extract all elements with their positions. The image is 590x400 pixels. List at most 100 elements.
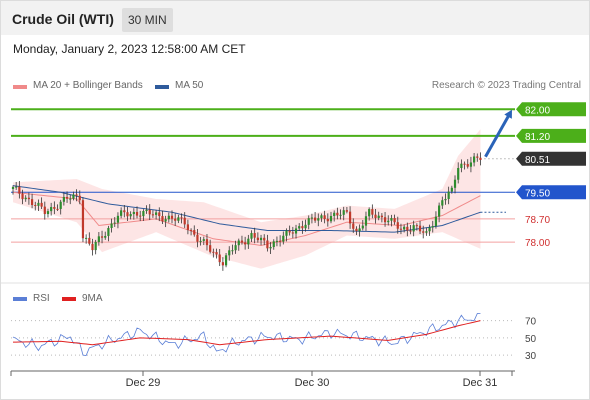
rsi-legend-label: RSI: [33, 293, 50, 304]
candle-body: [88, 237, 91, 244]
candle-body: [113, 222, 116, 224]
header-bar: Crude Oil (WTI) 30 MIN: [1, 1, 589, 35]
candle-body: [97, 236, 100, 242]
candle-body: [40, 202, 43, 207]
candle-body: [250, 233, 253, 239]
candle-body: [180, 217, 183, 219]
candle-body: [393, 218, 396, 223]
candle-body: [463, 163, 466, 165]
candle-body: [244, 242, 247, 245]
candle-body: [91, 243, 94, 251]
candle-body: [272, 241, 275, 247]
candle-body: [34, 205, 37, 207]
candle-body: [228, 250, 231, 256]
candle-body: [348, 211, 352, 224]
candle-body: [263, 237, 266, 241]
candle-body: [224, 255, 228, 266]
candle-body: [345, 210, 348, 212]
candle-body: [116, 215, 120, 223]
candle-body: [336, 212, 339, 216]
candle-body: [247, 238, 250, 245]
candle-body: [403, 226, 406, 230]
ma20-legend-label: MA 20 + Bollinger Bands: [33, 80, 143, 91]
candle-body: [342, 210, 345, 215]
candle-body: [434, 216, 438, 227]
candle-body: [447, 191, 450, 199]
candle-body: [78, 195, 81, 201]
ma50-line: [12, 185, 481, 233]
candle-body: [438, 205, 441, 217]
candle-body: [231, 250, 234, 252]
candle-body: [120, 210, 123, 216]
price-tag-80.51: [516, 151, 586, 166]
ma9-legend-label: 9MA: [82, 293, 103, 304]
candle-body: [27, 197, 30, 200]
candle-body: [383, 217, 387, 223]
candle-body: [361, 225, 364, 229]
timeframe-badge[interactable]: 30 MIN: [122, 8, 173, 32]
candle-body: [193, 230, 196, 235]
candle-body: [479, 157, 482, 160]
candle-body: [364, 216, 368, 226]
price-tag-81.20: [516, 128, 586, 143]
candle-body: [380, 215, 383, 218]
candle-body: [18, 186, 21, 194]
forecast-arrow-head: [504, 109, 512, 119]
candle-body: [30, 199, 34, 206]
candle-body: [212, 251, 215, 253]
candle-body: [65, 196, 69, 199]
candle-body: [75, 194, 78, 196]
candle-body: [291, 232, 294, 234]
candle-body: [377, 215, 380, 218]
candle-body: [339, 214, 342, 216]
candle-body: [123, 210, 126, 213]
candle-body: [218, 254, 221, 263]
candle-body: [431, 226, 434, 228]
candle-body: [256, 237, 259, 241]
candle-body: [406, 226, 409, 231]
candle-body: [69, 198, 72, 200]
price-tag-79.50: [516, 185, 586, 200]
rsi-ma-line: [12, 320, 481, 346]
candle-body: [441, 200, 444, 206]
candle-body: [304, 224, 307, 229]
candle-body: [259, 237, 263, 241]
candle-body: [142, 211, 145, 217]
candle-body: [151, 214, 155, 216]
candle-body: [72, 194, 75, 199]
candle-body: [167, 215, 170, 220]
candle-body: [333, 212, 336, 216]
candle-body: [444, 198, 447, 201]
ma50-legend-label: MA 50: [175, 80, 204, 91]
candle-body: [202, 239, 205, 241]
ma20-legend-swatch: [13, 85, 27, 89]
candle-body: [37, 202, 40, 206]
instrument-title: Crude Oil (WTI): [12, 11, 114, 27]
candle-body: [457, 167, 460, 180]
candle-body: [412, 225, 415, 232]
candle-body: [358, 228, 361, 232]
candle-body: [15, 186, 18, 188]
candle-body: [469, 162, 473, 167]
price-label-78.70: 78.70: [525, 215, 550, 226]
candle-body: [104, 235, 107, 238]
candle-body: [355, 228, 358, 232]
candle-body: [85, 237, 88, 239]
candle-body: [21, 193, 24, 200]
candle-body: [320, 215, 323, 219]
candle-body: [11, 186, 15, 189]
candle-body: [158, 212, 161, 217]
price-tag-82.00: [516, 102, 586, 117]
candle-body: [145, 209, 148, 212]
candle-body: [294, 228, 298, 234]
ma9-legend-swatch: [62, 297, 76, 301]
rsi-legend-swatch: [13, 297, 27, 301]
candle-body: [310, 217, 314, 219]
candle-body: [56, 208, 59, 210]
price-label-81.20: 81.20: [525, 132, 550, 143]
candle-body: [285, 230, 288, 236]
candle-body: [174, 218, 177, 221]
candle-body: [177, 217, 180, 221]
candle-body: [460, 163, 463, 168]
candle-body: [126, 212, 129, 217]
